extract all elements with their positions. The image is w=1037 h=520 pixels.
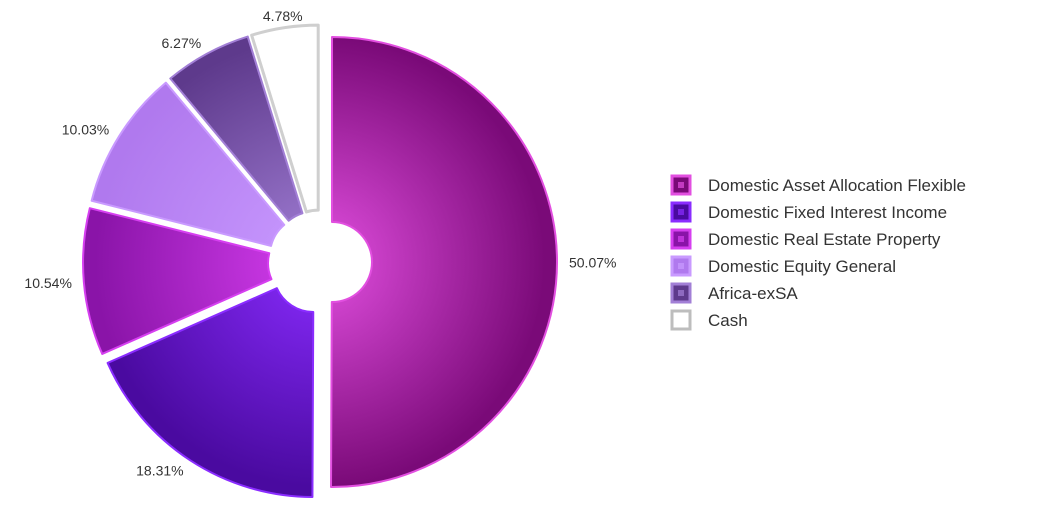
legend-swatch-highlight	[678, 209, 684, 215]
legend: Domestic Asset Allocation Flexible Domest…	[670, 174, 966, 331]
legend-swatch	[670, 309, 692, 331]
legend-swatch-highlight	[678, 263, 684, 269]
data-label-domestic-real-estate-property: 10.54%	[24, 275, 71, 291]
legend-swatch-highlight	[678, 236, 684, 242]
slice-domestic-asset-allocation-flexible	[330, 36, 558, 489]
labels-layer: 50.07% 18.31% 10.54% 10.03% 6.27% 4.78%	[24, 8, 616, 479]
legend-label: Cash	[708, 311, 748, 330]
slice-domestic-real-estate-property	[82, 207, 273, 355]
data-label-africa-exsa: 6.27%	[162, 35, 202, 51]
data-label-cash: 4.78%	[263, 8, 303, 24]
legend-label: Africa-exSA	[708, 284, 798, 303]
data-label-domestic-fixed-interest-income: 18.31%	[136, 462, 183, 478]
legend-item-cash: Cash	[670, 309, 748, 331]
data-label-domestic-equity-general: 10.03%	[62, 121, 109, 137]
legend-label: Domestic Equity General	[708, 257, 896, 276]
legend-item-domestic-equity-general: Domestic Equity General	[670, 255, 896, 277]
legend-label: Domestic Real Estate Property	[708, 230, 941, 249]
legend-item-africa-exsa: Africa-exSA	[670, 282, 798, 304]
slice-domestic-equity-general	[90, 81, 286, 247]
legend-swatch-highlight	[678, 290, 684, 296]
legend-item-domestic-fixed-interest-income: Domestic Fixed Interest Income	[670, 201, 947, 223]
slice-africa-exsa	[169, 35, 304, 222]
slice-cash	[250, 23, 320, 214]
legend-item-domestic-asset-allocation-flexible: Domestic Asset Allocation Flexible	[670, 174, 966, 196]
data-label-domestic-asset-allocation-flexible: 50.07%	[569, 255, 616, 271]
legend-item-domestic-real-estate-property: Domestic Real Estate Property	[670, 228, 941, 250]
legend-swatch-highlight	[678, 182, 684, 188]
slices-layer	[82, 23, 558, 499]
slice-domestic-fixed-interest-income	[106, 287, 315, 499]
legend-label: Domestic Asset Allocation Flexible	[708, 176, 966, 195]
legend-label: Domestic Fixed Interest Income	[708, 203, 947, 222]
